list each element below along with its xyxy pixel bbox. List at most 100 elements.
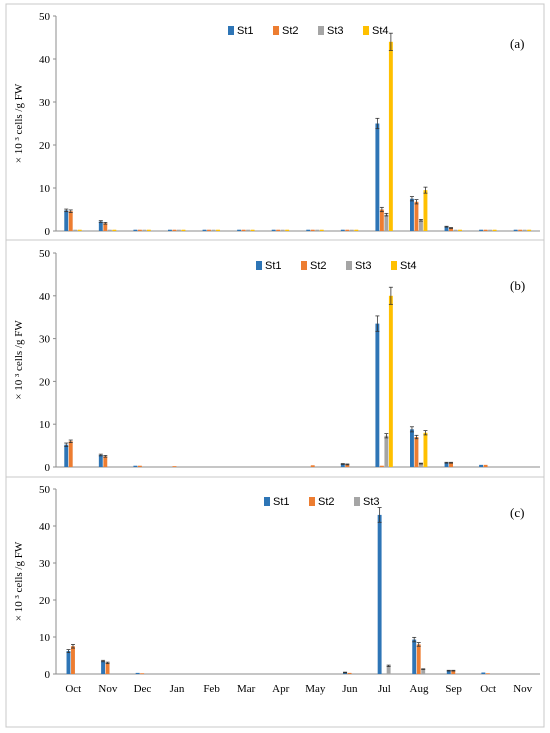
y-axis-label: × 10 ³ cells /g FW: [13, 320, 25, 400]
bar-st4-nov: [527, 229, 532, 231]
bar-st1-jul: [375, 323, 380, 467]
bar-st2-aug: [416, 644, 421, 674]
bar-st1-oct: [481, 672, 486, 674]
bar-st1-apr: [271, 229, 276, 231]
legend-label-st1: St1: [237, 25, 254, 37]
bar-st2-aug: [414, 201, 419, 231]
chart-panel-1: 0 10 20 30 40 50 × 10 ³ cells /g FW St1 St2 St3 St…: [5, 239, 545, 478]
bar-st4-apr: [285, 229, 290, 231]
x-tick-label: Oct: [65, 683, 81, 695]
bar-st3-oct: [488, 229, 493, 231]
panel-frame: [5, 3, 545, 241]
bar-st2-dec: [137, 465, 142, 467]
bar-st4-jan: [181, 229, 186, 231]
bar-st1-aug: [410, 198, 414, 231]
x-tick-label: Jul: [378, 683, 391, 695]
bar-st3-nov: [107, 229, 112, 231]
bar-st2-jun: [345, 464, 350, 467]
y-tick-label: 40: [39, 54, 51, 66]
y-tick-label: 30: [39, 558, 51, 570]
bar-st2-sep: [451, 670, 456, 674]
x-tick-label: Jun: [342, 683, 358, 695]
x-tick-label: Oct: [480, 683, 496, 695]
bar-st2-oct: [483, 464, 488, 467]
legend-swatch-st2: [301, 261, 307, 270]
bar-st2-jul: [379, 465, 384, 467]
x-tick-label: Aug: [410, 683, 429, 695]
legend-swatch-st1: [256, 261, 262, 270]
bar-st1-nov: [98, 221, 103, 231]
bar-st2-nov: [103, 456, 108, 467]
bar-st4-jul: [388, 41, 393, 231]
bar-st2-dec: [140, 673, 145, 675]
bar-st2-nov: [518, 229, 523, 231]
bar-st1-jun: [340, 229, 345, 231]
y-tick-label: 10: [39, 183, 51, 195]
bar-st3-feb: [211, 229, 216, 231]
y-tick-label: 20: [39, 140, 51, 152]
bar-st2-oct: [71, 646, 75, 674]
panel-label: (b): [510, 278, 525, 293]
bar-st2-oct: [68, 211, 73, 231]
bar-st3-jun: [349, 229, 354, 231]
bar-st1-sep: [444, 226, 449, 231]
bar-st3-sep: [453, 229, 458, 231]
bar-st1-dec: [133, 229, 138, 231]
bar-st4-sep: [458, 229, 462, 231]
bar-st3-jul: [384, 214, 389, 231]
bar-st1-sep: [446, 670, 451, 674]
legend-label-st3: St3: [327, 25, 344, 37]
bar-st1-oct: [479, 229, 484, 231]
legend-label-st4: St4: [372, 25, 389, 37]
x-tick-label: Jan: [170, 683, 185, 695]
bar-st3-nov: [522, 229, 527, 231]
y-tick-label: 0: [45, 669, 51, 681]
bar-st2-jul: [379, 209, 384, 231]
bar-st4-jul: [388, 295, 393, 467]
bar-st1-oct: [64, 210, 69, 231]
x-tick-label: Apr: [272, 683, 289, 695]
legend-swatch-st2: [309, 497, 315, 506]
legend-label-st2: St2: [282, 25, 299, 37]
bar-st2-nov: [105, 662, 110, 674]
bar-st3-may: [315, 229, 320, 231]
bar-st2-oct: [483, 229, 488, 231]
bar-st1-oct: [64, 444, 69, 467]
x-tick-label: Nov: [513, 683, 532, 695]
legend-label-st4: St4: [400, 260, 417, 272]
bar-st1-oct: [66, 651, 71, 674]
legend-swatch-st3: [346, 261, 352, 270]
bar-st1-dec: [135, 672, 140, 674]
bar-st3-mar: [246, 229, 251, 231]
legend-swatch-st4: [363, 26, 369, 35]
bar-st1-dec: [133, 465, 138, 467]
y-tick-label: 0: [45, 462, 51, 474]
bar-st1-jun: [340, 464, 345, 467]
bar-st3-jul: [384, 435, 389, 467]
legend-swatch-st2: [273, 26, 279, 35]
y-tick-label: 50: [39, 484, 51, 496]
bar-st2-dec: [137, 229, 142, 231]
bar-st3-oct: [73, 229, 78, 231]
x-tick-label: Mar: [237, 683, 256, 695]
bar-st1-sep: [444, 462, 449, 467]
bar-st2-apr: [276, 229, 281, 231]
legend-swatch-st4: [391, 261, 397, 270]
x-tick-label: May: [305, 683, 326, 695]
legend-label-st3: St3: [363, 496, 380, 508]
bar-st1-jan: [168, 229, 172, 231]
legend-label-st3: St3: [355, 260, 372, 272]
bar-st4-aug: [423, 190, 428, 231]
y-tick-label: 50: [39, 248, 51, 260]
panel-frame: [5, 476, 545, 728]
bar-st2-jan: [172, 229, 177, 231]
y-tick-label: 10: [39, 419, 51, 431]
bar-st2-may: [310, 229, 315, 231]
bar-st2-oct: [485, 673, 490, 675]
legend-label-st2: St2: [310, 260, 327, 272]
bar-st4-dec: [146, 229, 151, 231]
bar-st4-jun: [354, 229, 359, 231]
y-axis-label: × 10 ³ cells /g FW: [13, 541, 25, 621]
y-tick-label: 50: [39, 11, 51, 23]
